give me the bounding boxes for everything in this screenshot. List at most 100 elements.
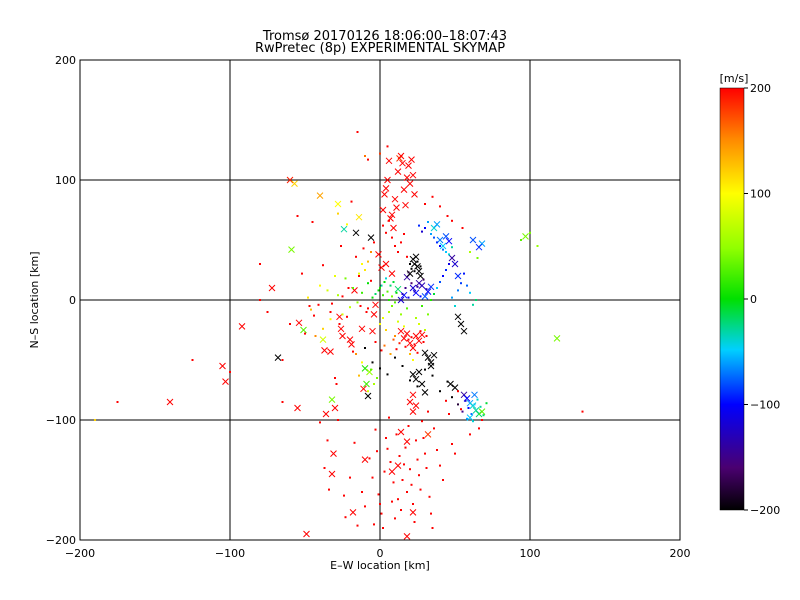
point-x-marker: [433, 221, 441, 228]
point-dot-marker: [424, 329, 426, 331]
point-dot-marker: [416, 260, 419, 263]
point-dot-marker: [356, 131, 359, 133]
point-dot-marker: [391, 500, 393, 503]
colorbar-tick-label: 100: [750, 188, 771, 201]
point-dot-marker: [397, 498, 399, 501]
point-dot-marker: [427, 410, 429, 413]
point-dot-marker: [383, 281, 386, 283]
point-dot-marker: [448, 263, 450, 265]
point-dot-marker: [472, 420, 474, 423]
point-dot-marker: [334, 275, 336, 277]
point-dot-marker: [467, 407, 470, 409]
point-dot-marker: [394, 517, 396, 520]
colorbar-tick-label: −100: [750, 399, 780, 412]
point-dot-marker: [349, 476, 351, 479]
point-x-marker: [418, 282, 426, 289]
point-dot-marker: [116, 401, 119, 403]
point-x-marker: [339, 332, 346, 340]
point-dot-marker: [424, 452, 426, 455]
point-dot-marker: [367, 260, 369, 263]
point-x-marker: [460, 327, 468, 335]
point-dot-marker: [463, 272, 465, 275]
point-dot-marker: [307, 296, 309, 299]
point-dot-marker: [431, 527, 434, 529]
point-dot-marker: [389, 353, 392, 355]
point-x-marker: [402, 201, 409, 209]
point-dot-marker: [335, 383, 338, 385]
point-dot-marker: [364, 269, 366, 271]
point-x-marker: [414, 263, 421, 270]
point-dot-marker: [436, 449, 438, 451]
point-dot-marker: [419, 330, 422, 333]
point-dot-marker: [341, 295, 344, 298]
point-x-marker: [397, 428, 405, 436]
point-dot-marker: [373, 383, 375, 385]
point-x-marker: [322, 410, 330, 418]
point-dot-marker: [358, 275, 360, 277]
point-dot-marker: [371, 476, 374, 479]
point-dot-marker: [422, 341, 425, 343]
point-dot-marker: [415, 439, 417, 442]
point-dot-marker: [581, 410, 584, 413]
point-dot-marker: [469, 433, 471, 436]
point-dot-marker: [371, 296, 374, 299]
point-dot-marker: [415, 317, 417, 319]
point-x-marker: [334, 200, 342, 208]
point-dot-marker: [400, 241, 402, 244]
point-dot-marker: [394, 356, 396, 359]
colorbar-unit-label: [m/s]: [720, 72, 749, 85]
point-dot-marker: [445, 251, 447, 253]
y-tick-label: −100: [46, 414, 76, 427]
point-dot-marker: [358, 374, 360, 377]
point-x-marker: [417, 272, 424, 280]
point-dot-marker: [412, 503, 414, 505]
point-dot-marker: [454, 305, 456, 307]
point-dot-marker: [442, 248, 444, 251]
point-dot-marker: [373, 241, 375, 244]
point-x-marker: [166, 398, 174, 406]
point-x-marker: [355, 213, 363, 221]
point-dot-marker: [382, 294, 384, 297]
point-dot-marker: [379, 323, 381, 325]
point-dot-marker: [329, 318, 332, 321]
point-dot-marker: [358, 272, 360, 275]
point-x-marker: [364, 392, 372, 400]
point-dot-marker: [337, 419, 339, 421]
x-tick-label: 0: [377, 547, 384, 560]
point-dot-marker: [436, 241, 438, 244]
point-dot-marker: [427, 313, 429, 316]
point-x-marker: [327, 348, 334, 355]
point-dot-marker: [430, 512, 432, 515]
point-x-marker: [361, 456, 369, 463]
point-x-marker: [411, 191, 418, 198]
point-dot-marker: [425, 467, 428, 469]
point-dot-marker: [395, 433, 398, 436]
point-dot-marker: [520, 239, 522, 241]
point-x-marker: [427, 362, 435, 370]
point-dot-marker: [406, 255, 408, 258]
point-dot-marker: [382, 224, 384, 227]
point-dot-marker: [374, 293, 377, 295]
point-dot-marker: [421, 305, 423, 307]
point-dot-marker: [326, 289, 329, 292]
colorbar-tick-label: 200: [750, 82, 771, 95]
point-x-marker: [394, 168, 402, 175]
point-dot-marker: [445, 399, 447, 402]
point-x-marker: [418, 380, 426, 388]
point-dot-marker: [469, 251, 471, 253]
point-x-marker: [403, 174, 411, 181]
point-x-marker: [415, 267, 423, 275]
point-dot-marker: [319, 284, 321, 287]
point-x-marker: [424, 354, 432, 361]
point-dot-marker: [229, 371, 231, 373]
point-dot-marker: [382, 317, 384, 319]
point-dot-marker: [392, 338, 395, 341]
point-dot-marker: [364, 505, 366, 508]
point-x-marker: [348, 341, 355, 348]
point-dot-marker: [383, 470, 386, 473]
point-dot-marker: [311, 221, 314, 223]
point-dot-marker: [367, 282, 369, 285]
point-x-marker: [321, 347, 328, 354]
point-x-marker: [222, 378, 229, 385]
